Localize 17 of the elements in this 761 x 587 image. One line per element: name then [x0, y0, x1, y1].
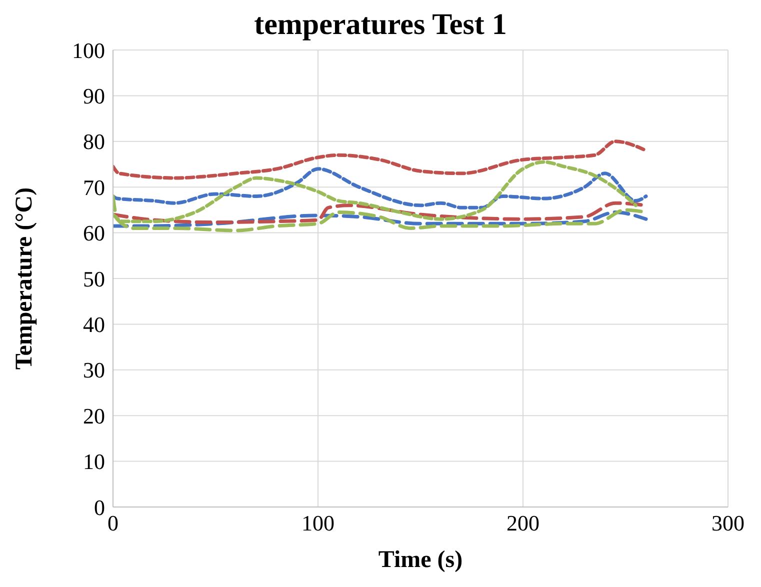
y-tick-label: 60 [83, 220, 105, 246]
y-tick-label: 70 [83, 174, 105, 200]
y-tick-label: 20 [83, 403, 105, 428]
x-tick-label: 300 [712, 510, 744, 536]
y-tick-label: 80 [83, 129, 105, 154]
y-tick-label: 0 [94, 494, 105, 520]
y-tick-label: 40 [83, 312, 105, 338]
y-tick-label: 90 [83, 84, 105, 109]
x-tick-label: 100 [302, 510, 334, 536]
y-tick-label: 10 [83, 449, 105, 474]
y-tick-label: 30 [83, 358, 105, 383]
x-axis-title: Time (s) [378, 547, 463, 573]
y-tick-label: 50 [83, 266, 105, 292]
x-tick-label: 200 [506, 510, 540, 536]
y-axis-title: Temperature (°C) [12, 187, 38, 370]
chart-title: temperatures Test 1 [254, 8, 507, 41]
y-tick-label: 100 [72, 38, 105, 63]
